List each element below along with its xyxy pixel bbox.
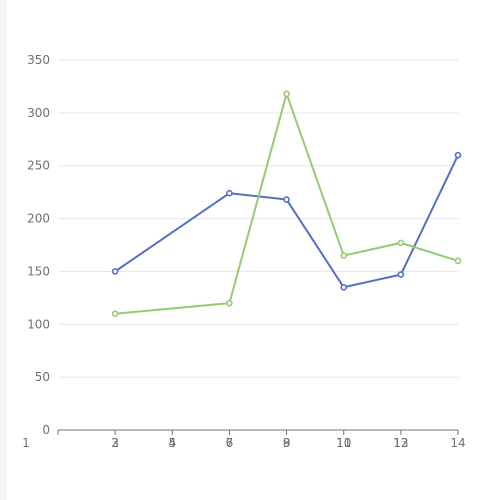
series-group <box>111 90 462 318</box>
series-line-2 <box>115 92 459 315</box>
y-tick-label: 300 <box>27 106 50 120</box>
x-tick-label: 11 <box>336 436 351 450</box>
y-tick-label: 100 <box>27 317 50 331</box>
x-tick-label: 8 <box>283 436 291 450</box>
x-tick-label: 4 <box>168 436 176 450</box>
data-point[interactable] <box>283 196 290 203</box>
data-point[interactable] <box>226 299 233 307</box>
data-point[interactable] <box>283 90 290 98</box>
x-tick-label: 13 <box>393 436 408 450</box>
data-point[interactable] <box>397 239 405 247</box>
series-line-1 <box>114 154 459 289</box>
data-point[interactable] <box>111 310 119 318</box>
y-tick-label: 150 <box>27 264 50 278</box>
x-tick-label: 9 <box>283 436 291 450</box>
data-point[interactable] <box>226 189 233 197</box>
y-tick-label: 200 <box>27 212 50 226</box>
y-tick-label: 350 <box>27 53 50 67</box>
y-axis: 0 50 100 150 200 250 300 350 <box>27 53 50 437</box>
left-edge-strip <box>0 0 7 500</box>
x-axis: 1 3 5 7 9 11 132 4 6 8 10 12 14 <box>22 429 466 450</box>
x-tick-label: 12 <box>393 436 408 450</box>
y-tick-label: 250 <box>27 159 50 173</box>
x-tick-label: 14 <box>450 436 465 450</box>
data-point[interactable] <box>454 257 462 265</box>
x-tick-label: 2 <box>111 436 119 450</box>
y-tick-label: 0 <box>42 423 50 437</box>
data-point[interactable] <box>397 271 405 278</box>
data-point[interactable] <box>340 283 348 291</box>
x-tick-label: 3 <box>111 436 119 450</box>
x-tick-label: 6 <box>226 436 234 450</box>
grid-lines <box>58 59 458 378</box>
x-tick-label: 5 <box>168 436 176 450</box>
data-point[interactable] <box>340 252 348 259</box>
y-tick-label: 50 <box>35 370 50 384</box>
x-tick-label: 7 <box>226 436 234 450</box>
data-point[interactable] <box>454 151 462 159</box>
data-point[interactable] <box>111 268 119 275</box>
x-tick-label: 1 <box>22 436 30 450</box>
x-tick-label: 10 <box>336 436 351 450</box>
